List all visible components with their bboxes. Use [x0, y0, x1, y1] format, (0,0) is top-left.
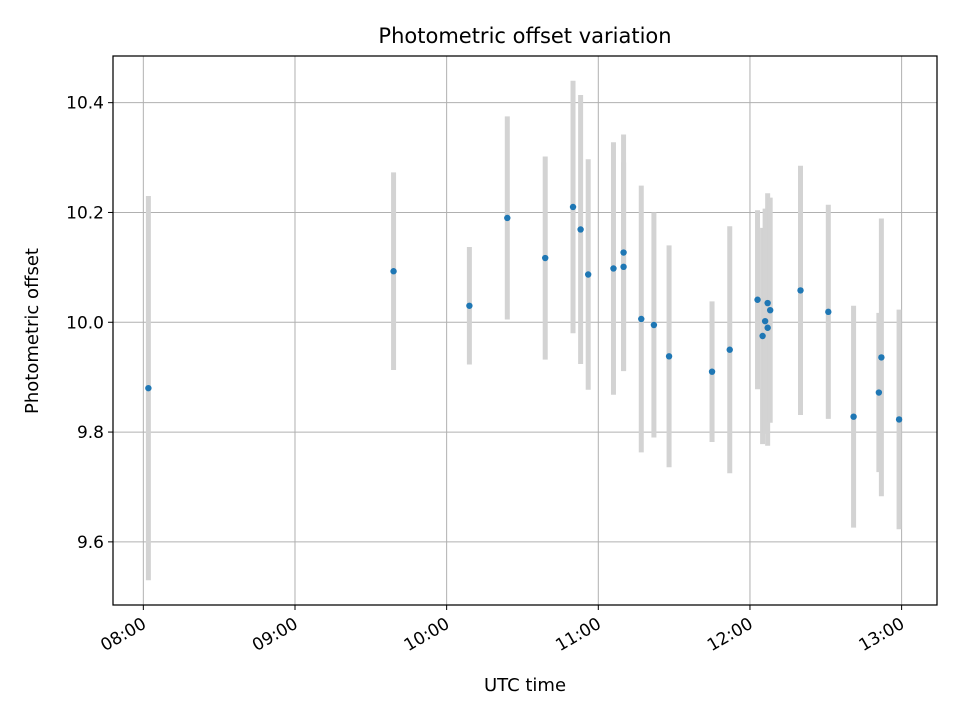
data-point [145, 384, 152, 392]
data-points [145, 203, 903, 423]
data-point [638, 315, 645, 323]
data-point [650, 321, 658, 329]
data-point [895, 416, 903, 423]
data-point [726, 346, 733, 353]
data-point [708, 368, 716, 375]
data-point [620, 249, 627, 256]
data-point [610, 265, 617, 272]
data-point [761, 317, 769, 325]
data-point [665, 353, 673, 360]
y-tick-label: 10.4 [66, 94, 104, 114]
data-point [850, 413, 857, 420]
data-point [390, 268, 397, 275]
data-point [577, 226, 584, 233]
chart-title: Photometric offset variation [378, 24, 671, 48]
data-point [569, 203, 577, 211]
plot-frame [112, 55, 938, 606]
data-point [584, 271, 592, 278]
data-point [878, 354, 885, 361]
x-axis-label: UTC time [484, 675, 566, 696]
data-point [542, 254, 549, 262]
data-point [754, 296, 761, 303]
y-tick-label: 10.2 [66, 203, 104, 223]
data-point [764, 299, 771, 307]
data-point [759, 332, 766, 340]
data-point [797, 287, 804, 294]
y-axis-label: Photometric offset [22, 248, 43, 414]
y-tick-label: 9.6 [77, 533, 104, 553]
data-point [620, 263, 627, 271]
y-tick-label: 9.8 [77, 423, 104, 443]
data-point [466, 302, 473, 309]
data-point [825, 308, 832, 316]
data-point [875, 389, 883, 396]
y-axis-ticks: 9.6 9.8 10.0 10.2 10.4 [66, 94, 113, 553]
data-point [764, 324, 771, 331]
y-tick-label: 10.0 [66, 313, 104, 333]
data-point [504, 214, 511, 222]
data-point [766, 306, 774, 314]
